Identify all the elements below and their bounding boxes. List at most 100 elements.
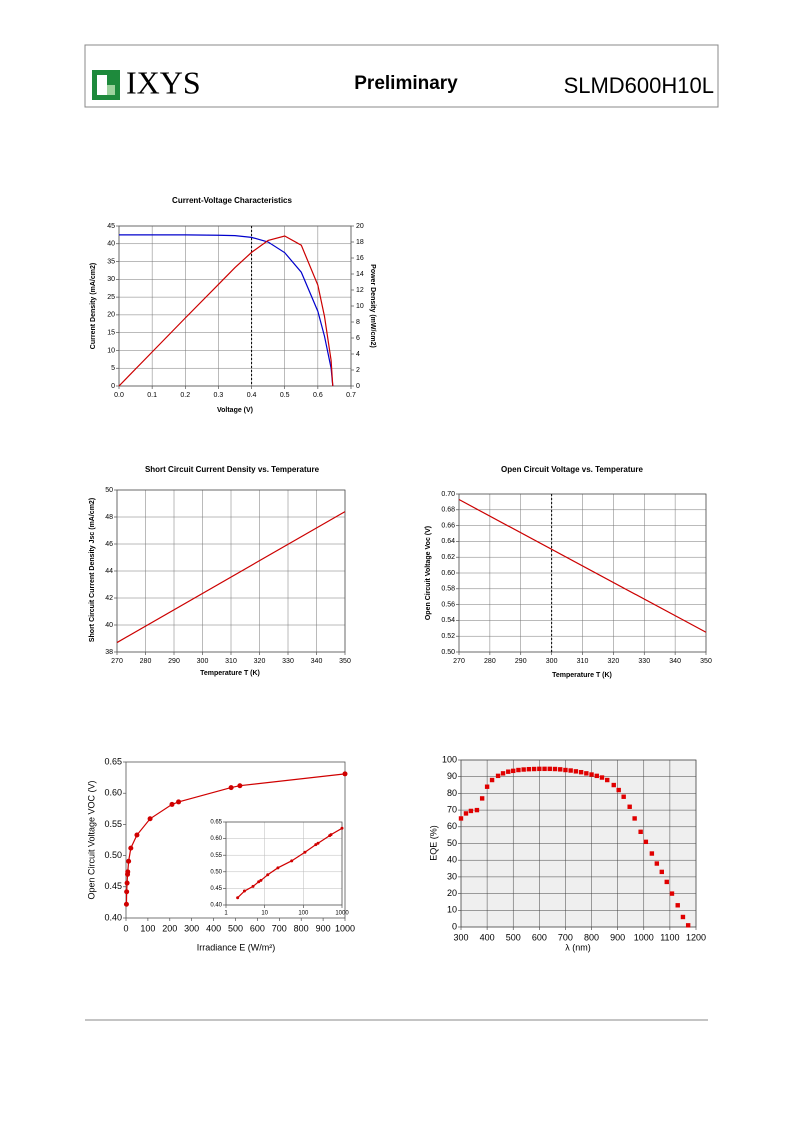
y-tick-label: 35 bbox=[107, 258, 115, 265]
point bbox=[594, 773, 599, 779]
x-tick-label: 800 bbox=[294, 923, 309, 933]
point bbox=[458, 816, 464, 821]
x-tick-label: 600 bbox=[250, 923, 265, 933]
point bbox=[563, 767, 568, 773]
chart-title: Open Circuit Voltage vs. Temperature bbox=[501, 465, 644, 474]
y-axis-label: Short Circuit Current Density Jsc (mA/cm… bbox=[89, 498, 96, 642]
point bbox=[126, 858, 132, 864]
y-tick-label: 40 bbox=[105, 622, 113, 629]
x-tick-label: 0 bbox=[123, 923, 128, 933]
x-tick-label: 1000 bbox=[335, 911, 349, 917]
y-tick-label: 30 bbox=[447, 871, 457, 881]
point bbox=[468, 808, 474, 814]
x-tick-label: 1 bbox=[224, 911, 228, 917]
y-tick-label: 45 bbox=[107, 223, 115, 230]
y-tick-label: 50 bbox=[447, 838, 457, 848]
x-tick-label: 0.2 bbox=[180, 392, 190, 399]
x-tick-label: 0.5 bbox=[280, 392, 290, 399]
point bbox=[685, 923, 691, 928]
point bbox=[123, 901, 129, 907]
chart-title: Current-Voltage Characteristics bbox=[172, 196, 292, 205]
point bbox=[511, 768, 516, 774]
x-tick-label: 270 bbox=[453, 658, 465, 665]
x-tick-label: 900 bbox=[610, 932, 625, 942]
x-tick-label: 1000 bbox=[634, 932, 654, 942]
y-tick-label: 38 bbox=[105, 649, 113, 656]
point bbox=[542, 766, 547, 772]
point bbox=[526, 766, 532, 772]
y-tick-label: 50 bbox=[105, 487, 113, 494]
x-tick-label: 700 bbox=[558, 932, 573, 942]
point bbox=[134, 832, 140, 838]
y-axis-label: Open Circuit Voltage VOC (V) bbox=[86, 780, 96, 899]
y-tick-label: 0.40 bbox=[210, 903, 222, 909]
x-tick-label: 1000 bbox=[335, 923, 355, 933]
point bbox=[479, 796, 485, 801]
point bbox=[124, 880, 130, 886]
y-tick-label: 20 bbox=[107, 312, 115, 319]
part-number: SLMD600H10L bbox=[564, 73, 714, 98]
x-axis-label: Temperature T (K) bbox=[200, 670, 260, 677]
point bbox=[228, 785, 234, 791]
x-tick-label: 200 bbox=[162, 923, 177, 933]
y-tick-label: 90 bbox=[447, 771, 457, 781]
y-tick-label: 20 bbox=[447, 888, 457, 898]
y-tick-label: 25 bbox=[107, 294, 115, 301]
y-tick-label: 30 bbox=[107, 276, 115, 283]
x-tick-label: 290 bbox=[515, 658, 527, 665]
plot-area bbox=[119, 226, 351, 386]
y-tick-label: 0.50 bbox=[441, 649, 455, 656]
point bbox=[500, 771, 506, 776]
point bbox=[316, 841, 320, 845]
y-tick-label: 0.62 bbox=[441, 554, 455, 561]
y2-tick-label: 8 bbox=[356, 319, 360, 326]
x-axis-label: Voltage (V) bbox=[217, 407, 253, 414]
point bbox=[147, 816, 153, 822]
header-box bbox=[84, 44, 719, 108]
chart-title: Short Circuit Current Density vs. Temper… bbox=[145, 465, 320, 474]
plot-frame bbox=[458, 493, 707, 653]
y-tick-label: 0.54 bbox=[441, 617, 455, 624]
y2-tick-label: 18 bbox=[356, 239, 364, 246]
y-tick-label: 0.65 bbox=[210, 820, 222, 826]
point bbox=[128, 845, 134, 851]
point bbox=[599, 775, 605, 780]
point bbox=[578, 769, 584, 775]
x-tick-label: 310 bbox=[225, 658, 237, 665]
point bbox=[558, 767, 563, 772]
point bbox=[643, 839, 649, 845]
x-tick-label: 290 bbox=[168, 658, 180, 665]
x-tick-label: 0.6 bbox=[313, 392, 323, 399]
point bbox=[611, 782, 616, 788]
point bbox=[242, 889, 246, 893]
point bbox=[290, 859, 294, 863]
x-tick-label: 330 bbox=[638, 658, 650, 665]
plot-frame bbox=[118, 225, 352, 387]
y2-tick-label: 0 bbox=[356, 383, 360, 390]
point bbox=[474, 807, 480, 813]
point bbox=[573, 769, 579, 774]
x-tick-label: 300 bbox=[546, 658, 558, 665]
series-line bbox=[116, 511, 346, 644]
y-tick-label: 40 bbox=[447, 855, 457, 865]
x-tick-label: 350 bbox=[700, 658, 712, 665]
point bbox=[654, 861, 660, 866]
x-tick-label: 330 bbox=[282, 658, 294, 665]
y-tick-label: 0.60 bbox=[210, 836, 222, 842]
series-line bbox=[118, 235, 334, 387]
y-tick-label: 0.40 bbox=[104, 912, 122, 922]
plot-frame bbox=[116, 489, 346, 653]
point bbox=[552, 766, 558, 772]
y-tick-label: 44 bbox=[105, 568, 113, 575]
point bbox=[125, 869, 131, 875]
logo-text: IXYS bbox=[126, 64, 201, 100]
point bbox=[547, 766, 552, 772]
y-tick-label: 10 bbox=[107, 347, 115, 354]
y-tick-label: 0.52 bbox=[441, 633, 455, 640]
y-tick-label: 0.50 bbox=[210, 869, 222, 875]
x-axis-label: Irradiance E (W/m²) bbox=[197, 942, 276, 952]
plot-frame bbox=[125, 761, 346, 919]
point bbox=[521, 767, 526, 772]
point bbox=[303, 850, 307, 854]
point bbox=[489, 777, 495, 783]
